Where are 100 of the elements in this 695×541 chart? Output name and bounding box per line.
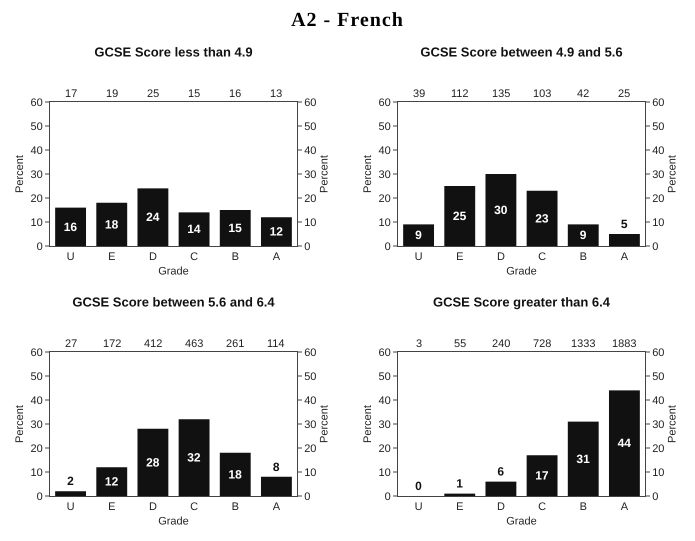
y-tick-label: 50 xyxy=(378,370,391,383)
y-tick-label: 30 xyxy=(30,168,43,181)
bar xyxy=(96,202,128,246)
y2-tick-label: 20 xyxy=(304,192,316,205)
bar xyxy=(137,428,168,496)
x-tick-label: B xyxy=(580,501,587,514)
x-tick-label: A xyxy=(272,501,281,514)
y2-tick-label: 20 xyxy=(652,442,664,455)
text: A2 - French xyxy=(290,8,405,33)
bar xyxy=(526,190,558,246)
text: 42 xyxy=(577,88,590,100)
text: 728 xyxy=(533,338,552,350)
bar xyxy=(96,467,128,496)
y2-tick-label: 0 xyxy=(304,490,310,503)
y-tick-label: 20 xyxy=(378,442,391,455)
text: 13 xyxy=(270,88,282,100)
x-tick-label: E xyxy=(456,251,464,264)
data-label: 18 xyxy=(104,217,119,232)
text: 39 xyxy=(413,88,426,100)
x-tick-label: C xyxy=(190,501,198,514)
y2-tick-label: 30 xyxy=(652,418,664,431)
y-tick-label: 60 xyxy=(30,96,43,109)
text: 114 xyxy=(267,338,285,350)
bar xyxy=(260,476,292,496)
x-axis-title: Grade xyxy=(158,265,189,278)
text: 16 xyxy=(229,88,242,100)
x-axis-title: Grade xyxy=(506,265,537,278)
data-label: 2 xyxy=(67,474,74,488)
y-tick-label: 0 xyxy=(384,240,391,253)
x-tick-label: C xyxy=(538,501,546,514)
data-label: 6 xyxy=(497,464,504,479)
text: 1333 xyxy=(571,338,596,350)
text: 55 xyxy=(454,338,466,350)
y-tick-label: 10 xyxy=(30,466,43,479)
bar xyxy=(220,210,251,246)
data-label: 9 xyxy=(580,228,587,242)
y-axis-title: Percent xyxy=(362,405,374,443)
x-tick-label: B xyxy=(580,251,587,264)
text: 261 xyxy=(226,338,244,350)
y2-tick-label: 10 xyxy=(304,216,316,229)
data-label: 9 xyxy=(415,228,422,242)
bar xyxy=(568,422,599,496)
y2-axis-title: Percent xyxy=(666,155,679,193)
y-tick-label: 0 xyxy=(36,490,43,503)
y2-tick-label: 0 xyxy=(304,240,310,253)
y2-tick-label: 60 xyxy=(652,346,664,359)
x-tick-label: B xyxy=(232,251,239,264)
chart-title: GCSE Score between 5.6 and 6.4 xyxy=(72,294,276,310)
bar xyxy=(137,188,168,246)
y2-tick-label: 40 xyxy=(652,394,664,407)
y-tick-label: 10 xyxy=(378,466,391,479)
y-tick-label: 50 xyxy=(30,370,43,383)
y-tick-label: 10 xyxy=(378,216,391,229)
text: 240 xyxy=(492,338,510,350)
data-label: 15 xyxy=(228,221,242,235)
x-tick-label: D xyxy=(496,251,505,264)
y-tick-label: 20 xyxy=(30,442,43,455)
x-tick-label: U xyxy=(414,501,423,514)
x-tick-label: C xyxy=(190,251,198,264)
y-axis-title: Percent xyxy=(362,155,374,193)
y-tick-label: 20 xyxy=(378,192,391,205)
data-label: 17 xyxy=(535,468,549,483)
data-label: 31 xyxy=(576,452,590,466)
bar xyxy=(568,224,599,246)
data-label: 8 xyxy=(272,460,280,474)
data-label: 5 xyxy=(620,217,628,231)
y2-tick-label: 50 xyxy=(304,120,316,133)
y2-tick-label: 10 xyxy=(304,466,316,479)
data-label: 44 xyxy=(618,436,632,450)
bar xyxy=(444,186,476,246)
data-label: 16 xyxy=(64,220,78,234)
bar xyxy=(178,212,210,246)
y-tick-label: 50 xyxy=(30,120,43,133)
y2-tick-label: 30 xyxy=(304,168,316,181)
bar xyxy=(178,419,210,496)
x-tick-label: B xyxy=(232,501,239,514)
data-label: 32 xyxy=(187,450,201,465)
data-label: 30 xyxy=(494,203,508,217)
y2-tick-label: 40 xyxy=(652,144,664,157)
text: 412 xyxy=(144,338,162,350)
bar xyxy=(55,491,86,496)
y-tick-label: 20 xyxy=(30,192,43,205)
y-tick-label: 0 xyxy=(384,490,391,503)
x-tick-label: U xyxy=(414,251,423,264)
bar xyxy=(526,455,558,496)
y2-tick-label: 40 xyxy=(304,394,316,407)
text: 1883 xyxy=(612,338,636,350)
x-tick-label: D xyxy=(148,501,157,514)
x-axis-title: Grade xyxy=(506,515,537,528)
y2-tick-label: 0 xyxy=(652,490,658,503)
y-tick-label: 40 xyxy=(378,144,391,157)
text: 463 xyxy=(185,338,204,350)
bar xyxy=(485,482,516,496)
y2-tick-label: 60 xyxy=(652,96,664,109)
text: 172 xyxy=(103,338,122,350)
y2-tick-label: 60 xyxy=(304,346,316,359)
text: 3 xyxy=(416,338,422,350)
y2-tick-label: 50 xyxy=(304,370,316,383)
text: 25 xyxy=(147,88,160,100)
data-label: 23 xyxy=(535,211,549,226)
